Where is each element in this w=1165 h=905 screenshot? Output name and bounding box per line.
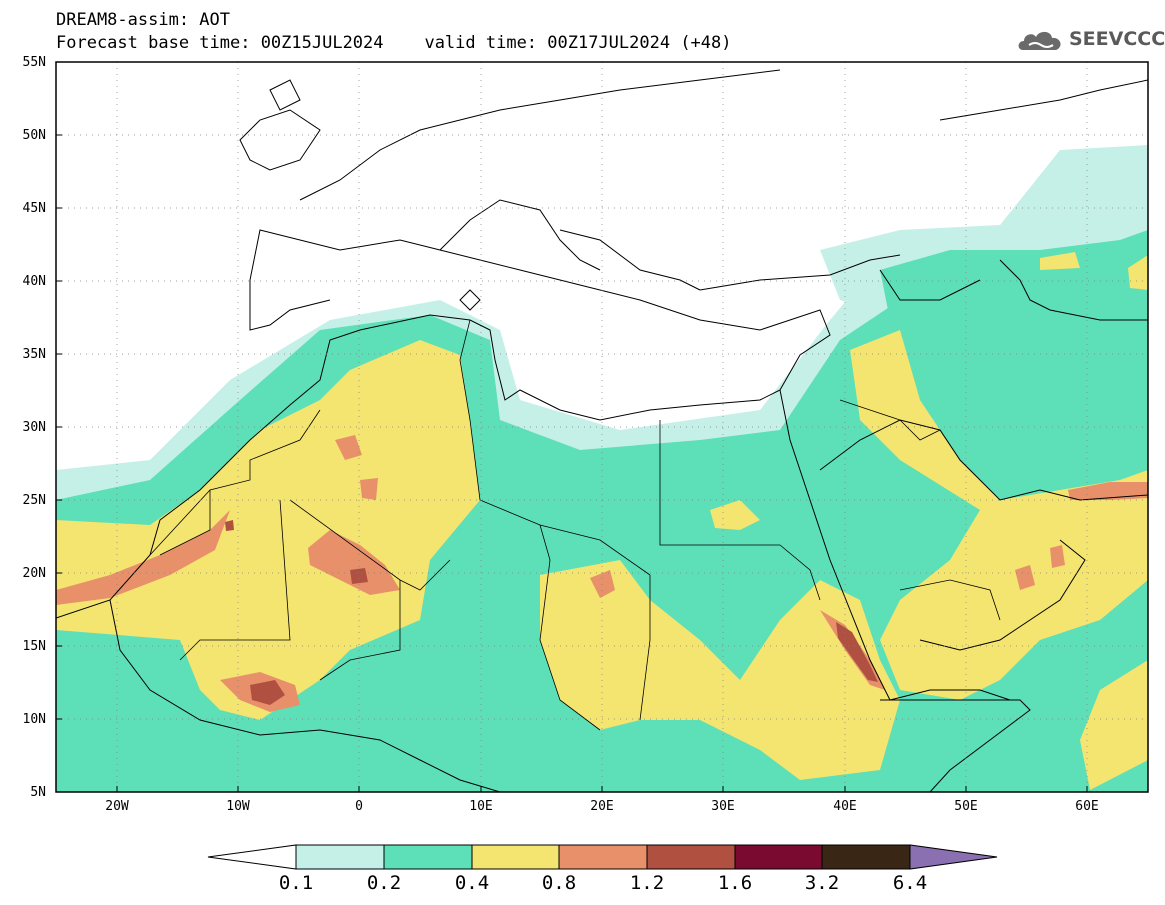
lon-label: 20W [105,799,129,814]
colorbar-label: 0.2 [366,872,402,894]
aot-band-0.8 [56,510,230,605]
colorbar-cell [734,844,823,870]
gridlines [56,62,1148,792]
lon-label: 50E [954,799,978,814]
lat-label: 30N [22,420,46,435]
chart-title: DREAM8-assim: AOT [56,10,230,30]
logo-text: SEEVCCC [1069,28,1165,50]
colorbar-label: 1.2 [629,872,665,894]
colorbar-cell [646,844,736,870]
lon-label: 30E [711,799,735,814]
colorbar-cell [295,844,385,870]
colorbar-cell [821,844,911,870]
lat-label: 50N [22,128,46,143]
seevccc-logo: SEEVCCC [1017,24,1165,56]
axis-ticks [56,134,1088,792]
lon-label: 20E [590,799,614,814]
aot-band-0.4 [56,340,480,720]
lat-label: 5N [30,785,46,800]
lat-label: 40N [22,274,46,289]
lat-label: 35N [22,347,46,362]
colorbar-cell [558,844,648,870]
colorbar-cell [909,844,998,870]
forecast-time-line: Forecast base time: 00Z15JUL2024 valid t… [56,33,732,53]
lat-label: 15N [22,639,46,654]
colorbar-cell [207,844,297,870]
lon-label: 10E [469,799,493,814]
colorbar-label: 0.8 [541,872,577,894]
lon-label: 10W [226,799,250,814]
lon-label: 40E [833,799,857,814]
colorbar-label: 0.4 [454,872,490,894]
aot-band-1.2 [250,680,285,705]
lon-label: 0 [355,799,363,814]
colorbar-label: 3.2 [804,872,840,894]
lat-label: 25N [22,493,46,508]
lat-label: 10N [22,712,46,727]
coastlines [56,69,1148,792]
lat-label: 55N [22,55,46,70]
colorbar-label: 0.1 [278,872,314,894]
borders [149,319,1001,731]
lat-label: 45N [22,201,46,216]
cloud-icon [1018,31,1061,50]
colorbar [207,844,998,870]
colorbar-cell [471,844,560,870]
colorbar-cell [383,844,473,870]
lon-label: 60E [1075,799,1099,814]
lat-label: 20N [22,566,46,581]
colorbar-label: 6.4 [892,872,928,894]
colorbar-label: 1.6 [717,872,753,894]
